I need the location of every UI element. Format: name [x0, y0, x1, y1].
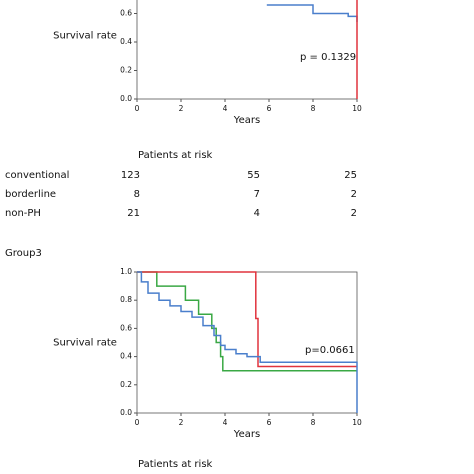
x-tick-label: 10: [352, 104, 362, 113]
y-tick-label: 0.4: [120, 37, 132, 46]
group-label: Group3: [5, 248, 42, 259]
x-tick-label: 0: [135, 104, 140, 113]
y-tick-label: 0.2: [120, 66, 132, 75]
x-tick-label: 10: [352, 418, 362, 427]
risk-count: 123: [121, 170, 140, 181]
plot-frame: [136, 271, 358, 414]
risk-count: 21: [127, 208, 140, 219]
x-tick-label: 6: [267, 104, 272, 113]
risk-count: 55: [247, 170, 260, 181]
risk-count: 7: [254, 189, 260, 200]
x-axis-label: Years: [233, 429, 260, 440]
risk-count: 25: [344, 170, 357, 181]
y-tick-label: 1.0: [120, 267, 132, 276]
y-tick-label: 0.6: [120, 9, 132, 18]
x-tick-label: 8: [311, 418, 316, 427]
survival-curve: [137, 271, 358, 413]
x-tick-label: 8: [311, 104, 316, 113]
x-axis-label: Years: [233, 115, 260, 126]
annotation: p=0.0661: [305, 345, 355, 356]
y-tick-label: 0.4: [120, 352, 132, 361]
x-tick-label: 4: [223, 104, 228, 113]
plot-frame: [136, 0, 358, 100]
survival-curve: [266, 4, 358, 23]
x-tick-label: 6: [267, 418, 272, 427]
row-label: non-PH: [5, 208, 41, 219]
survival-curve: [137, 271, 357, 368]
y-axis-label: Survival rate: [53, 338, 117, 349]
y-tick-label: 0.0: [120, 408, 132, 417]
risk-count: 4: [254, 208, 260, 219]
risk-count: 2: [351, 189, 357, 200]
x-tick-label: 0: [135, 418, 140, 427]
y-tick-label: 0.2: [120, 380, 132, 389]
x-tick-label: 2: [179, 418, 184, 427]
risk-count: 2: [351, 208, 357, 219]
row-label: conventional: [5, 170, 69, 181]
risk-title: Patients at risk: [138, 150, 213, 161]
y-axis-label: Survival rate: [53, 31, 117, 42]
survival-curve: [356, 0, 358, 99]
y-tick-label: 0.0: [120, 94, 132, 103]
x-tick-label: 4: [223, 418, 228, 427]
x-tick-label: 2: [179, 104, 184, 113]
risk-count: 8: [134, 189, 140, 200]
y-tick-label: 0.6: [120, 323, 132, 332]
risk-title: Patients at risk: [138, 459, 213, 470]
survival-curve: [137, 271, 357, 372]
y-tick-label: 0.8: [120, 295, 132, 304]
annotation: p = 0.1329: [300, 52, 356, 63]
row-label: borderline: [5, 189, 56, 200]
